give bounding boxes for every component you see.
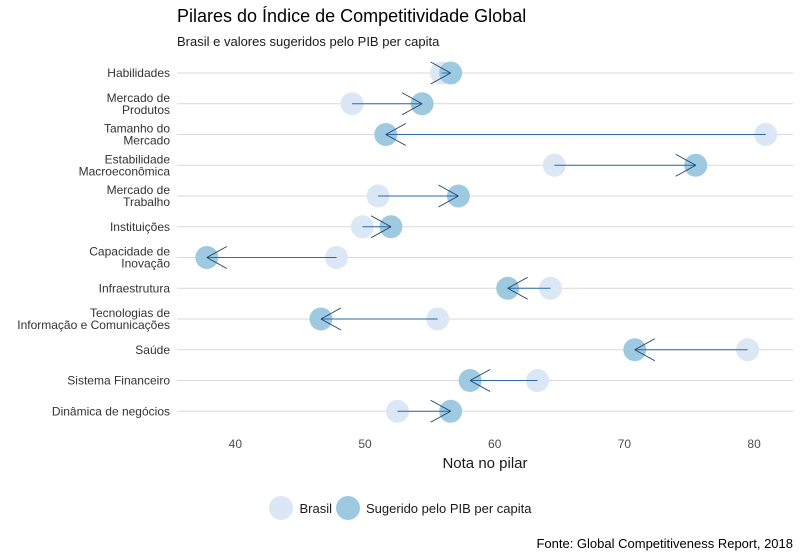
y-tick-label-line: Macroeconômica (79, 164, 171, 178)
arrow (206, 246, 337, 269)
arrow (378, 184, 459, 208)
y-tick-label-line: Produtos (122, 103, 170, 117)
arrow-head-lower (385, 134, 407, 146)
point-sugerido (496, 276, 520, 300)
arrow (430, 61, 451, 85)
legend-label-brasil: Brasil (299, 500, 332, 516)
arrow-head-lower (206, 257, 228, 269)
arrow-head-upper (507, 276, 528, 289)
x-tick-label: 70 (618, 437, 632, 451)
arrow-head-lower (320, 318, 342, 331)
y-tick-label: Dinâmica de negócios (52, 404, 170, 418)
arrow-head-lower (430, 72, 451, 85)
arrow-head-upper (206, 246, 228, 258)
x-tick-label: 40 (229, 437, 243, 451)
y-tick-label: Estabilidade Macroeconômica (79, 152, 171, 178)
y-tick-label: Tecnologias de Informação e Comunicações (17, 306, 170, 332)
arrow-head-upper (675, 153, 696, 166)
y-tick-label-line: Mercado (123, 134, 170, 148)
legend-item-sugerido: Sugerido pelo PIB per capita (336, 496, 532, 520)
arrow (385, 123, 766, 146)
arrow-head-upper (385, 123, 407, 135)
x-tick-label: 50 (358, 437, 372, 451)
arrow (397, 399, 451, 423)
y-tick-label-line: Tecnologias de (90, 306, 170, 320)
arrow-head-upper (430, 399, 451, 412)
x-tick-label: 60 (488, 437, 502, 451)
y-tick-label: Infraestrutura (99, 281, 171, 295)
arrow (634, 338, 748, 362)
x-axis-label: Nota no pilar (442, 455, 528, 472)
y-tick-label-line: Informação e Comunicações (17, 318, 170, 332)
arrow-head-upper (401, 92, 423, 105)
arrow-head-lower (675, 164, 696, 177)
arrow (469, 369, 538, 392)
arrow-head-lower (469, 380, 491, 392)
y-tick-label-line: Inovação (121, 257, 170, 271)
legend-key-sugerido (336, 496, 360, 520)
y-tick-label: Habilidades (107, 66, 170, 80)
arrow-head-upper (469, 369, 491, 381)
arrow-head-upper (634, 338, 656, 351)
y-tick-label: Instituições (110, 220, 170, 234)
x-tick-labels: 40 50 60 70 80 (229, 437, 761, 451)
chart-caption: Fonte: Global Competitiveness Report, 20… (536, 536, 793, 551)
points (195, 61, 778, 423)
gridlines (177, 72, 793, 412)
chart-subtitle: Brasil e valores sugeridos pelo PIB per … (177, 34, 440, 49)
y-tick-label-line: Capacidade de (89, 245, 170, 259)
arrow-head-upper (438, 184, 459, 197)
y-tick-label: Tamanho do Mercado (104, 122, 170, 148)
arrow-head-upper (370, 215, 392, 228)
arrow-head-lower (430, 410, 451, 423)
y-tick-label: Mercado de Produtos (107, 91, 171, 117)
arrow-head-lower (634, 349, 656, 362)
legend-key-brasil (269, 496, 294, 520)
chart-title: Pilares do Índice de Competitividade Glo… (177, 6, 527, 26)
y-tick-label-line: Mercado de (107, 91, 171, 105)
arrow-head-lower (507, 287, 528, 300)
arrow (507, 276, 551, 300)
arrow (362, 215, 392, 239)
legend: Brasil Sugerido pelo PIB per capita (0, 496, 801, 520)
arrow (320, 307, 438, 331)
arrows (206, 61, 766, 423)
legend-item-brasil: Brasil (269, 496, 332, 520)
y-tick-label-line: Tamanho do (104, 122, 170, 136)
y-tick-label: Capacidade de Inovação (89, 245, 170, 271)
y-tick-label-line: Trabalho (123, 195, 170, 209)
arrow-head-upper (320, 307, 342, 320)
y-tick-label-line: Mercado de (107, 183, 171, 197)
y-tick-label: Mercado de Trabalho (107, 183, 171, 209)
arrow (352, 92, 423, 116)
arrow (554, 153, 696, 177)
arrow-head-lower (438, 195, 459, 208)
y-tick-label-line: Estabilidade (105, 152, 171, 166)
arrow-head-lower (370, 226, 392, 239)
legend-label-sugerido: Sugerido pelo PIB per capita (366, 500, 532, 516)
x-tick-label: 80 (747, 437, 761, 451)
arrow-head-lower (401, 103, 423, 116)
y-tick-label: Saúde (135, 343, 170, 357)
y-tick-label: Sistema Financeiro (67, 374, 170, 388)
arrow-head-upper (430, 61, 451, 74)
